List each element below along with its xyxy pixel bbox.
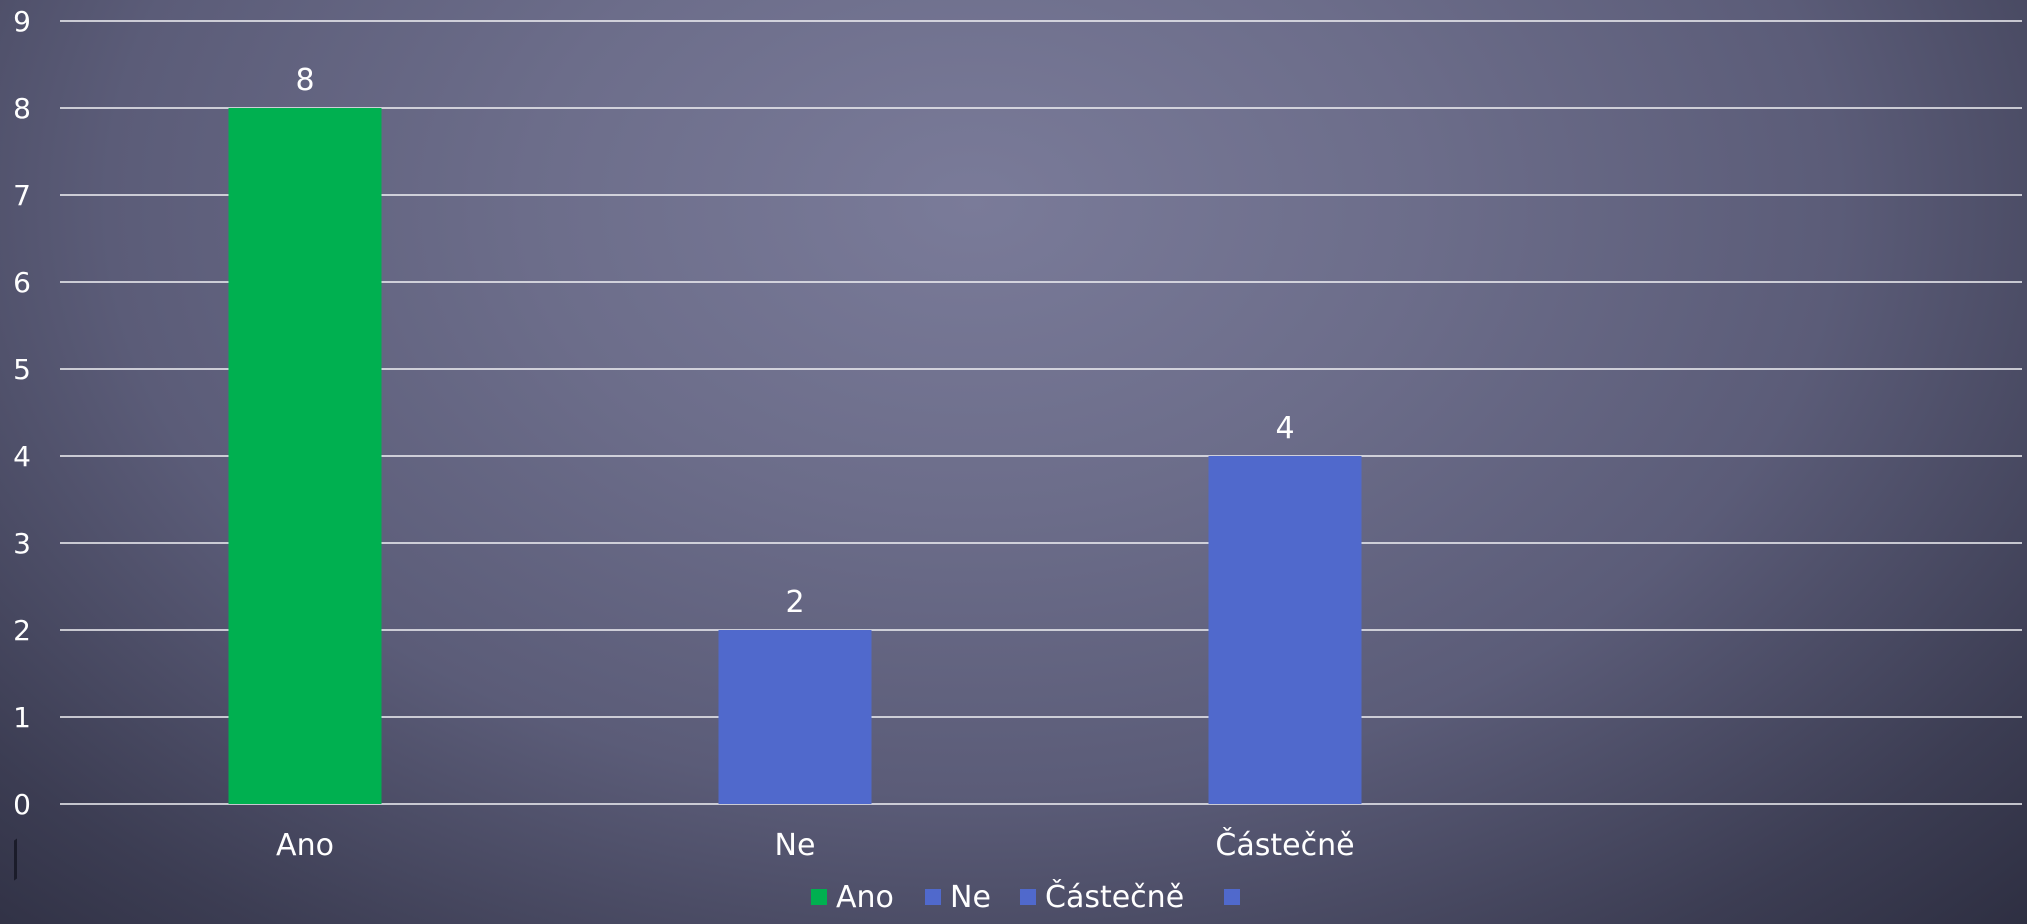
data-label: 4 bbox=[1275, 411, 1294, 446]
legend-swatch bbox=[925, 889, 941, 905]
legend-label: Ne bbox=[950, 880, 991, 915]
bars bbox=[228, 108, 1362, 804]
data-label: 2 bbox=[785, 585, 804, 620]
x-tick-label: Ne bbox=[775, 828, 816, 863]
y-tick-label: 3 bbox=[13, 527, 31, 560]
legend-label: Částečně bbox=[1045, 878, 1184, 915]
x-tick-label: Částečně bbox=[1215, 826, 1354, 863]
x-tick-label: Ano bbox=[276, 828, 334, 863]
y-tick-label: 7 bbox=[13, 179, 31, 212]
data-labels: 8 2 4 bbox=[295, 63, 1294, 620]
y-axis: 0 1 2 3 4 5 6 7 8 9 bbox=[13, 5, 31, 821]
y-tick-label: 5 bbox=[13, 353, 31, 386]
gridlines bbox=[60, 20, 2022, 805]
y-tick-label: 4 bbox=[13, 440, 31, 473]
y-tick-label: 2 bbox=[13, 614, 31, 647]
legend-swatch bbox=[811, 889, 827, 905]
legend-swatch bbox=[1224, 889, 1240, 905]
y-tick-label: 9 bbox=[13, 5, 31, 38]
data-label: 8 bbox=[295, 63, 314, 98]
bar-ne bbox=[718, 630, 872, 804]
legend-label: Ano bbox=[836, 880, 894, 915]
legend-swatch bbox=[1020, 889, 1036, 905]
legend: Ano Ne Částečně bbox=[811, 878, 1240, 915]
y-tick-label: 1 bbox=[13, 701, 31, 734]
bar-ano bbox=[228, 108, 382, 804]
x-axis: Ano Ne Částečně bbox=[276, 826, 1355, 863]
bar-částečně bbox=[1208, 456, 1362, 804]
y-tick-label: 6 bbox=[13, 266, 31, 299]
y-tick-label: 0 bbox=[13, 788, 31, 821]
y-tick-label: 8 bbox=[13, 92, 31, 125]
